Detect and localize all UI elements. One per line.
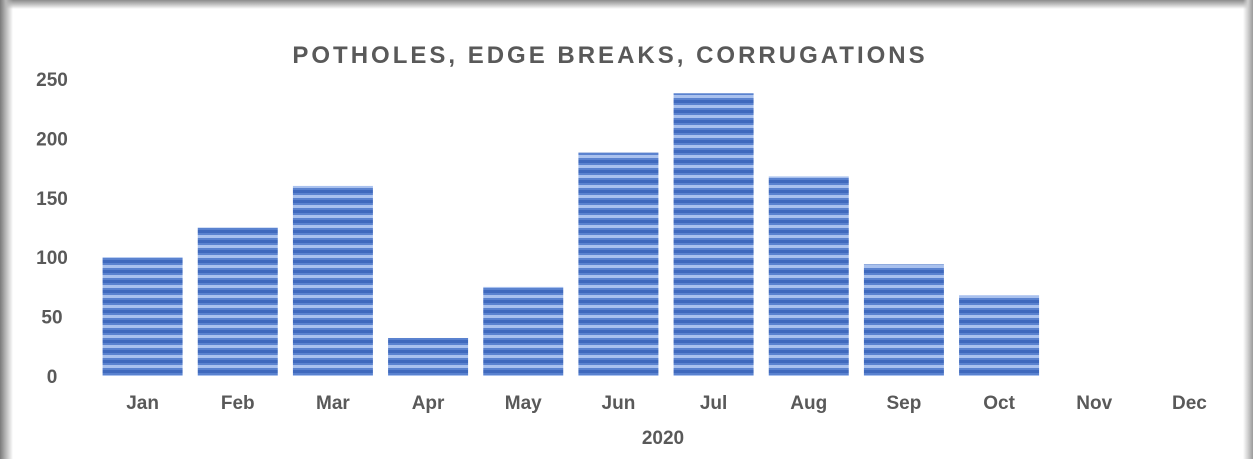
bar-jun [578, 152, 659, 376]
x-tick-label-jan: Jan [126, 393, 159, 414]
bar-may [483, 286, 564, 376]
bar-apr [388, 337, 469, 376]
y-tick-label: 150 [36, 189, 68, 210]
x-tick-label-nov: Nov [1076, 393, 1112, 414]
frame-shadow-left [0, 0, 13, 459]
x-axis-ticks: Jan Feb Mar Apr May Jun Jul Aug Sep Oct Nov Dec [126, 393, 1207, 414]
y-tick-label: 250 [36, 70, 68, 91]
chart-title: POTHOLES, EDGE BREAKS, CORRUGATIONS [292, 42, 927, 69]
x-tick-label-aug: Aug [790, 393, 827, 414]
bar-mar [292, 185, 373, 376]
x-tick-label-jul: Jul [700, 393, 727, 414]
bar-jul [673, 93, 754, 377]
frame-shadow-top [0, 0, 1253, 9]
x-axis-label: 2020 [642, 428, 684, 449]
x-tick-label-sep: Sep [886, 393, 921, 414]
bar-oct [959, 295, 1040, 376]
bar-aug [768, 176, 849, 376]
bar-sep [863, 264, 944, 376]
bars [102, 93, 1040, 377]
x-tick-label-may: May [505, 393, 542, 414]
frame-shadow-right [1243, 0, 1253, 459]
x-tick-label-jun: Jun [602, 393, 636, 414]
x-tick-label-mar: Mar [316, 393, 350, 414]
y-tick-label: 100 [36, 248, 68, 269]
bar-feb [197, 227, 278, 376]
x-tick-label-feb: Feb [221, 393, 255, 414]
y-tick-label: 0 [47, 367, 58, 388]
x-tick-label-oct: Oct [983, 393, 1015, 414]
bar-jan [102, 257, 183, 376]
y-tick-label: 50 [41, 308, 62, 329]
y-tick-label: 200 [36, 129, 68, 150]
x-tick-label-apr: Apr [412, 393, 445, 414]
x-tick-label-dec: Dec [1172, 393, 1207, 414]
y-axis-ticks: 0 50 100 150 200 250 [36, 70, 68, 388]
